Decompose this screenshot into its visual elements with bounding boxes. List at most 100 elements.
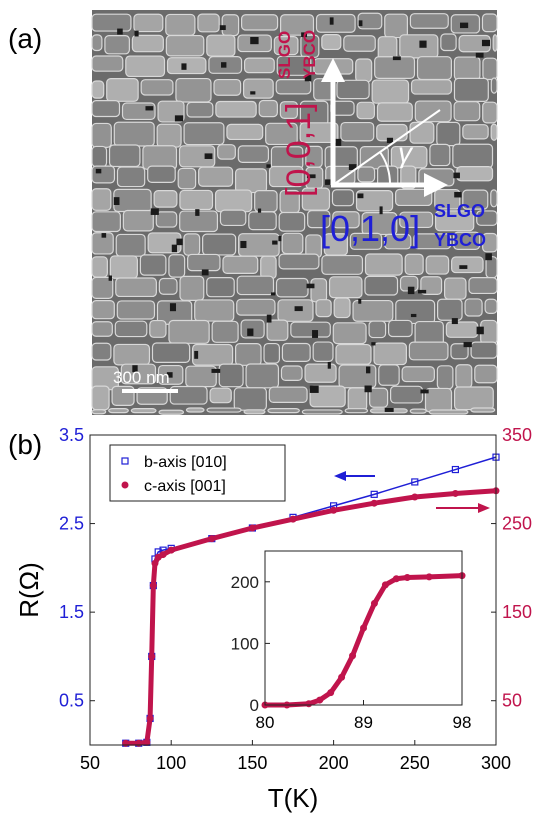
grain [440, 33, 457, 52]
pore [145, 106, 154, 111]
grain [321, 254, 364, 275]
grain [304, 363, 337, 383]
grain [222, 255, 259, 274]
grain [214, 189, 253, 213]
axis-label-main: [0,0,1] [280, 102, 318, 197]
grain [453, 231, 481, 250]
pore [481, 39, 491, 47]
y-tick-label: 200 [231, 573, 259, 592]
grain [443, 277, 467, 300]
grain [178, 145, 216, 168]
grain [371, 79, 410, 104]
marker [381, 581, 389, 589]
panel-label: (a) [8, 23, 42, 54]
grain [462, 189, 489, 210]
grain [109, 255, 138, 279]
pore [379, 206, 383, 215]
pore [392, 56, 401, 61]
grain [187, 253, 221, 272]
grain [179, 275, 205, 301]
grain [108, 144, 141, 168]
horizontal-axis-label: [0,1,0] SLGO YBCO [320, 201, 486, 250]
pore [476, 326, 484, 335]
grain [312, 341, 334, 362]
grain [310, 278, 328, 303]
grain [125, 55, 166, 78]
x-tick-label: 200 [319, 753, 349, 773]
grain [151, 342, 191, 364]
grain [476, 210, 498, 226]
grain [236, 275, 275, 296]
grain [91, 276, 114, 299]
grain [462, 124, 489, 140]
grain [91, 122, 112, 148]
grain [409, 13, 449, 29]
grain [429, 143, 451, 167]
pore [113, 197, 120, 206]
grain [113, 121, 155, 147]
grain [215, 100, 257, 118]
grain [332, 211, 360, 229]
grain [158, 409, 185, 415]
grain [139, 254, 167, 276]
marker [149, 582, 157, 590]
grain [364, 275, 399, 296]
grain [281, 342, 311, 362]
pore [250, 36, 259, 45]
grain [219, 209, 247, 227]
grain [452, 143, 494, 169]
grain [209, 387, 232, 404]
grain [279, 101, 298, 119]
grain [113, 343, 151, 366]
grain [91, 300, 115, 320]
grain [315, 13, 356, 33]
grain [340, 121, 375, 142]
pore [357, 193, 364, 199]
x-axis-label: T(K) [268, 783, 319, 813]
pore [306, 283, 315, 289]
grain [91, 145, 108, 168]
grain [183, 233, 201, 256]
pore [475, 52, 484, 58]
grain [343, 35, 376, 52]
grain [91, 165, 116, 184]
grain [309, 385, 346, 408]
grain [213, 78, 242, 96]
grain [456, 166, 494, 182]
grain [245, 363, 280, 389]
grain [492, 34, 498, 52]
grain [116, 166, 146, 188]
pore [174, 115, 184, 122]
marker [167, 546, 175, 554]
grain [177, 167, 197, 190]
pore [294, 306, 303, 312]
y2-tick-label: 250 [502, 514, 532, 534]
grain [91, 232, 114, 255]
y-axis-label: R(Ω) [14, 562, 44, 618]
pore [204, 153, 213, 159]
marker [370, 490, 378, 498]
pore [306, 174, 316, 179]
grain [268, 386, 308, 404]
axis-label-main: [0,1,0] [320, 208, 420, 249]
grain [121, 102, 156, 121]
grain [198, 166, 234, 187]
grain [409, 408, 427, 414]
pore [132, 365, 138, 373]
marker [370, 599, 378, 607]
grain [482, 57, 498, 81]
y-tick-label: 0 [250, 696, 259, 715]
grain [133, 13, 164, 33]
pore [410, 313, 417, 318]
grain [114, 320, 148, 338]
marker [403, 573, 411, 581]
grain [328, 276, 363, 299]
axis-label-sub: YBCO [434, 230, 486, 250]
grain [401, 366, 435, 383]
arrowhead [321, 58, 345, 82]
grain [91, 385, 110, 411]
grain [194, 299, 235, 322]
pore [358, 20, 363, 27]
pore [485, 253, 492, 261]
